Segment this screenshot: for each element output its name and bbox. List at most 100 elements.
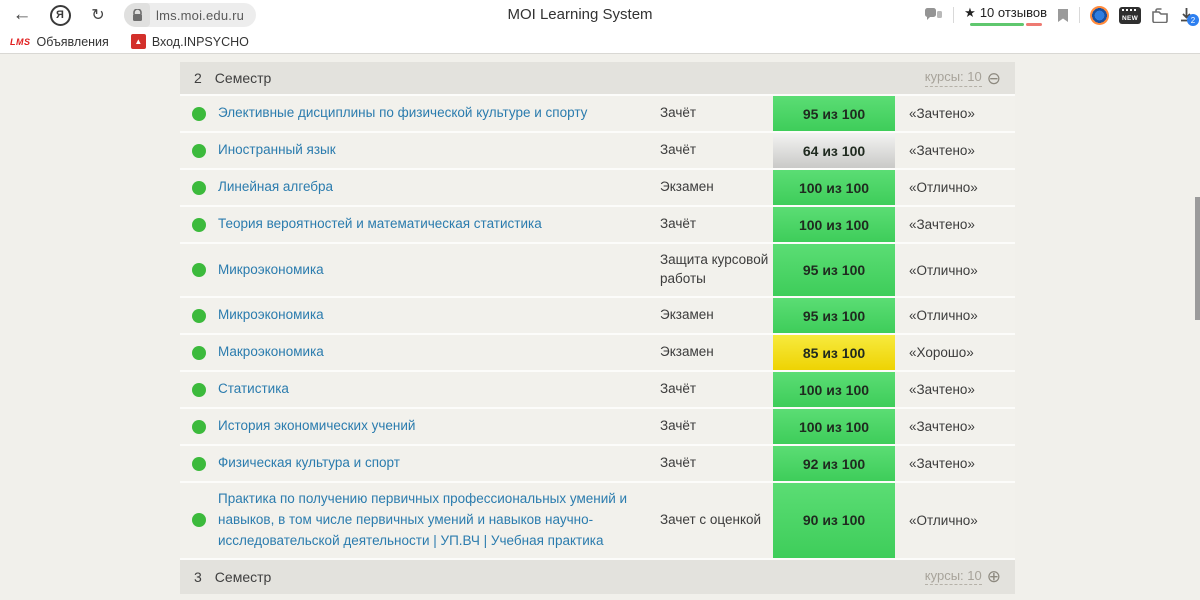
- collections-icon[interactable]: [1151, 7, 1169, 23]
- courses-count-link[interactable]: курсы: 10: [924, 69, 982, 87]
- download-count-badge: 2: [1187, 14, 1199, 26]
- address-bar[interactable]: lms.moi.edu.ru: [124, 3, 257, 27]
- score-badge: 85 из 100: [773, 335, 895, 370]
- bookmarks-bar: LMS Объявления ▲ Вход.INPSYCHO: [0, 30, 1200, 53]
- course-link[interactable]: Микроэкономика: [218, 307, 324, 323]
- grade-text: «Отлично»: [909, 180, 978, 195]
- bookmark-label: Объявления: [36, 34, 109, 49]
- status-cell: [180, 133, 218, 168]
- new-calendar-icon[interactable]: NEW: [1119, 6, 1141, 24]
- score-badge: 95 из 100: [773, 298, 895, 333]
- yandex-icon: Я: [49, 4, 71, 26]
- status-cell: [180, 244, 218, 296]
- score-badge: 95 из 100: [773, 96, 895, 131]
- browser-home-button[interactable]: Я: [48, 3, 72, 27]
- grade-text: «Зачтено»: [909, 143, 975, 158]
- assessment-type: Экзамен: [660, 307, 714, 323]
- semester-3-header: 3 Семестр курсы: 10 ⊕: [180, 559, 1015, 594]
- grade-text: «Отлично»: [909, 262, 978, 278]
- bookmark-icon[interactable]: [1057, 8, 1069, 23]
- status-dot-icon: [192, 217, 206, 232]
- status-dot-icon: [192, 143, 206, 158]
- score-badge: 100 из 100: [773, 372, 895, 407]
- assessment-type: Зачёт: [660, 455, 697, 471]
- inpsycho-logo-icon: ▲: [130, 34, 146, 49]
- course-link[interactable]: Статистика: [218, 381, 289, 397]
- back-button[interactable]: ←: [10, 3, 34, 27]
- course-name-cell: Иностранный язык: [218, 133, 660, 168]
- divider: [1079, 7, 1080, 23]
- browser-chrome: ← Я ↻ lms.moi.edu.ru MOI Learning System…: [0, 0, 1200, 54]
- reviews-widget[interactable]: ★ 10 отзывов: [964, 5, 1047, 26]
- course-link[interactable]: Микроэкономика: [218, 261, 324, 277]
- course-name-cell: Теория вероятностей и математическая ста…: [218, 207, 660, 242]
- bookmark-item-announcements[interactable]: LMS Объявления: [10, 35, 109, 49]
- status-cell: [180, 409, 218, 444]
- toolbar-right-icons: ★ 10 отзывов NEW 2: [924, 0, 1199, 30]
- grade-text: «Отлично»: [909, 308, 978, 323]
- status-cell: [180, 446, 218, 481]
- status-cell: [180, 335, 218, 370]
- course-link[interactable]: История экономических учений: [218, 418, 416, 434]
- course-link[interactable]: Теория вероятностей и математическая ста…: [218, 216, 542, 232]
- score-badge: 100 из 100: [773, 170, 895, 205]
- extension-icon[interactable]: [1090, 5, 1109, 25]
- bookmark-item-login[interactable]: ▲ Вход.INPSYCHO: [130, 34, 249, 49]
- downloads-button[interactable]: 2: [1179, 7, 1199, 26]
- score-badge: 95 из 100: [773, 244, 895, 296]
- status-dot-icon: [192, 419, 206, 434]
- assessment-type: Экзамен: [660, 344, 714, 360]
- new-badge-label: NEW: [1121, 14, 1139, 22]
- expand-icon[interactable]: ⊕: [986, 567, 1001, 587]
- table-row: Элективные дисциплины по физической куль…: [180, 96, 1015, 133]
- score-badge: 92 из 100: [773, 446, 895, 481]
- status-dot-icon: [192, 345, 206, 360]
- course-link[interactable]: Физическая культура и спорт: [218, 455, 400, 471]
- grade-text: «Зачтено»: [909, 419, 975, 434]
- course-link[interactable]: Макроэкономика: [218, 344, 324, 360]
- status-dot-icon: [192, 308, 206, 323]
- score-badge: 100 из 100: [773, 207, 895, 242]
- refresh-button[interactable]: ↻: [86, 3, 110, 27]
- semester-number: 2: [194, 70, 202, 86]
- assessment-type: Зачет с оценкой: [660, 511, 762, 527]
- collapse-icon[interactable]: ⊖: [986, 68, 1001, 88]
- course-name-cell: Линейная алгебра: [218, 170, 660, 205]
- bookmark-label: Вход.INPSYCHO: [151, 34, 249, 49]
- rating-positive-bar: [969, 22, 1024, 26]
- lock-icon[interactable]: [124, 3, 150, 27]
- assessment-type: Зачёт: [660, 418, 697, 434]
- divider: [953, 7, 955, 23]
- semester-label: Семестр: [214, 568, 272, 585]
- table-row: Статистика Зачёт 100 из 100 «Зачтено»: [180, 372, 1015, 409]
- course-link[interactable]: Элективные дисциплины по физической куль…: [218, 105, 588, 121]
- score-badge: 100 из 100: [773, 409, 895, 444]
- status-cell: [180, 96, 218, 131]
- messenger-icon[interactable]: [924, 7, 943, 23]
- course-link[interactable]: Иностранный язык: [218, 142, 336, 158]
- star-icon: ★: [964, 4, 976, 20]
- reviews-rating-bar: [969, 22, 1042, 26]
- table-row: Физическая культура и спорт Зачёт 92 из …: [180, 446, 1015, 483]
- course-name-cell: Макроэкономика: [218, 335, 660, 370]
- course-link[interactable]: Практика по получению первичных професси…: [218, 491, 628, 548]
- grade-text: «Зачтено»: [909, 456, 975, 471]
- url-text: lms.moi.edu.ru: [156, 7, 245, 23]
- course-link[interactable]: Линейная алгебра: [218, 179, 334, 195]
- status-cell: [180, 483, 218, 558]
- refresh-icon: ↻: [91, 7, 105, 24]
- semester-label: Семестр: [214, 70, 272, 86]
- table-row: Практика по получению первичных професси…: [180, 483, 1015, 560]
- score-badge: 64 из 100: [773, 133, 895, 168]
- assessment-type: Зачёт: [660, 142, 697, 158]
- courses-count-link[interactable]: курсы: 10: [924, 568, 982, 586]
- assessment-type: Зачёт: [660, 381, 697, 397]
- vertical-scrollbar[interactable]: [1195, 197, 1200, 320]
- course-rows: Элективные дисциплины по физической куль…: [180, 96, 1015, 560]
- assessment-type: Защита курсовой работы: [660, 252, 769, 286]
- table-row: Линейная алгебра Экзамен 100 из 100 «Отл…: [180, 170, 1015, 207]
- grade-text: «Отлично»: [909, 512, 978, 528]
- assessment-type: Зачёт: [660, 105, 697, 121]
- table-row: Макроэкономика Экзамен 85 из 100 «Хорошо…: [180, 335, 1015, 372]
- status-cell: [180, 298, 218, 333]
